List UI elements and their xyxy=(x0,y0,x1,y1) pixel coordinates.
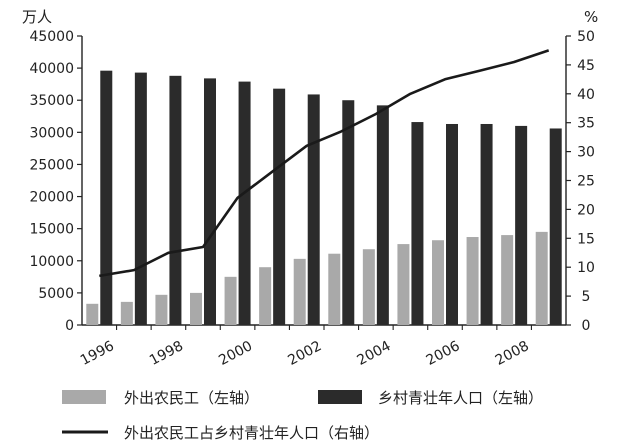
right-axis-tick-label: 30 xyxy=(577,145,595,161)
bar-migrant-workers xyxy=(501,235,514,325)
left-axis-tick-label: 15000 xyxy=(29,222,74,238)
bar-migrant-workers xyxy=(466,237,479,325)
x-axis-tick-label: 2000 xyxy=(216,338,255,369)
bar-rural-young-adults xyxy=(376,105,389,325)
legend-swatch-rural-young-adults xyxy=(318,390,362,404)
bar-rural-young-adults xyxy=(342,100,355,325)
left-axis-unit: 万人 xyxy=(22,8,52,26)
left-axis-tick-label: 35000 xyxy=(29,93,74,109)
bar-rural-young-adults xyxy=(273,88,286,325)
legend-label-rural-young-adults: 乡村青壮年人口（左轴） xyxy=(378,389,543,407)
right-axis-tick-label: 45 xyxy=(577,58,595,74)
bar-rural-young-adults xyxy=(100,70,113,326)
bar-migrant-workers xyxy=(224,276,237,325)
x-axis-tick-label: 2006 xyxy=(424,338,463,369)
x-axis-tick-label: 2008 xyxy=(493,338,532,369)
bar-migrant-workers xyxy=(155,294,168,325)
bar-rural-young-adults xyxy=(515,125,528,326)
right-axis-tick-label: 25 xyxy=(577,174,595,190)
legend-label-migrant-share: 外出农民工占乡村青壮年人口（右轴） xyxy=(124,424,379,442)
right-axis-tick-label: 0 xyxy=(582,318,591,334)
bar-rural-young-adults xyxy=(411,122,424,326)
bar-migrant-workers xyxy=(86,303,99,325)
legend-swatch-migrant-workers xyxy=(62,390,106,404)
right-axis-tick-label: 35 xyxy=(577,116,595,132)
left-axis-tick-label: 25000 xyxy=(29,157,74,173)
left-axis-tick-label: 45000 xyxy=(29,29,74,45)
bar-migrant-workers xyxy=(432,240,444,325)
left-axis-tick-label: 5000 xyxy=(38,286,74,302)
bar-migrant-workers xyxy=(328,253,341,325)
bar-migrant-workers xyxy=(535,231,548,325)
bar-rural-young-adults xyxy=(134,72,147,326)
right-axis-tick-label: 5 xyxy=(582,289,591,305)
left-axis-tick-label: 10000 xyxy=(29,254,74,270)
bar-migrant-workers xyxy=(259,267,272,325)
bar-rural-young-adults xyxy=(169,75,182,325)
right-axis-unit: % xyxy=(584,8,598,26)
bar-migrant-workers xyxy=(120,301,133,325)
bar-migrant-workers xyxy=(362,249,375,325)
right-axis-tick-label: 10 xyxy=(577,260,595,276)
legend-label-migrant-workers: 外出农民工（左轴） xyxy=(124,389,259,407)
bar-rural-young-adults xyxy=(480,123,493,326)
bar-rural-young-adults xyxy=(307,94,320,325)
right-axis-tick-label: 15 xyxy=(577,231,595,247)
bar-rural-young-adults xyxy=(446,123,458,326)
left-axis-tick-label: 40000 xyxy=(29,61,74,77)
bar-rural-young-adults xyxy=(549,128,562,325)
right-axis-tick-label: 50 xyxy=(577,29,595,45)
bar-rural-young-adults xyxy=(238,81,251,325)
x-axis-tick-label: 2002 xyxy=(285,338,324,369)
line-migrant-share xyxy=(99,49,550,278)
x-axis-tick-label: 1998 xyxy=(147,338,186,369)
x-axis-tick-label: 1996 xyxy=(78,338,117,369)
bar-migrant-workers xyxy=(397,244,410,325)
left-axis-tick-label: 20000 xyxy=(29,190,74,206)
left-axis-tick-label: 0 xyxy=(65,318,74,334)
left-axis-tick-label: 30000 xyxy=(29,125,74,141)
bar-migrant-workers xyxy=(190,292,202,325)
right-axis-tick-label: 20 xyxy=(577,202,595,218)
x-axis-tick-label: 2004 xyxy=(354,338,393,369)
right-axis-tick-label: 40 xyxy=(577,87,595,103)
bar-rural-young-adults xyxy=(204,78,216,326)
bar-migrant-workers xyxy=(293,258,306,325)
